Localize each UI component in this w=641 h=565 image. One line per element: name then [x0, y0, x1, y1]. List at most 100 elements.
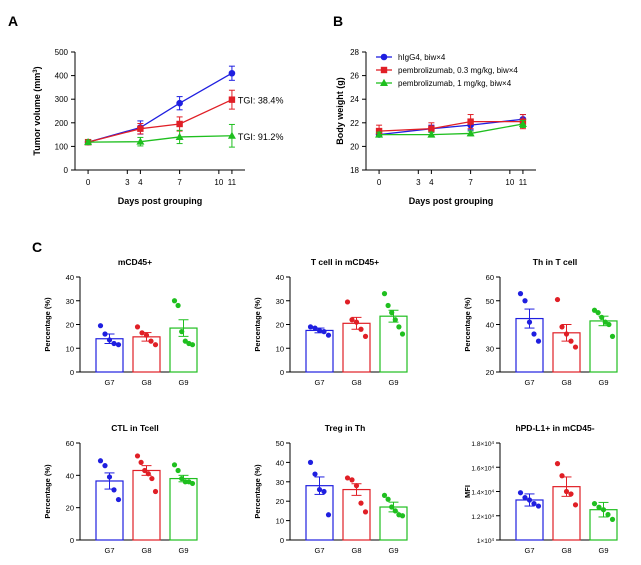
x-tick-label: 10 [505, 178, 514, 187]
legend-marker [380, 78, 388, 86]
bar-group: G8 [132, 324, 161, 387]
data-point [572, 344, 579, 350]
bar [132, 336, 161, 373]
x-tick-label: 0 [86, 178, 91, 187]
x-tick-label: G9 [178, 546, 188, 555]
data-point [535, 503, 542, 509]
data-point [392, 508, 398, 514]
x-tick-label: G7 [314, 546, 324, 555]
bar [95, 480, 124, 541]
data-point [353, 483, 360, 489]
data-point [316, 486, 323, 493]
x-tick-label: G9 [388, 378, 398, 387]
data-point [182, 479, 188, 485]
bar-chart-3: Th in T cell 20 30 40 50 60 Percentage (%) G7 G8… [463, 257, 618, 387]
data-point [572, 502, 579, 508]
x-tick-label: G8 [141, 546, 151, 555]
x-tick-label: 3 [125, 178, 130, 187]
data-point [136, 137, 145, 145]
y-tick-label: 10 [276, 344, 284, 353]
data-point [189, 480, 196, 487]
data-point [466, 129, 475, 137]
data-point [563, 331, 570, 337]
data-point [344, 475, 351, 481]
data-point [97, 458, 104, 464]
y-tick-label: 0 [280, 368, 284, 377]
x-tick-label: 10 [214, 178, 223, 187]
data-point [349, 317, 355, 323]
data-point [325, 512, 332, 518]
data-point [102, 463, 108, 469]
x-tick-label: 4 [138, 178, 143, 187]
data-point [307, 324, 314, 330]
x-tick-label: G7 [104, 378, 114, 387]
data-point [399, 331, 406, 337]
x-tick-label: G8 [141, 378, 151, 387]
y-tick-label: 1.4×104 [471, 488, 494, 497]
series-green [84, 123, 236, 148]
y-tick-label: 200 [55, 119, 69, 128]
data-point [358, 500, 364, 506]
series-red [84, 89, 236, 146]
data-point [526, 319, 533, 325]
y-tick-label: 20 [66, 321, 74, 330]
y-axis-label: Percentage (%) [43, 464, 52, 519]
data-point [385, 496, 391, 502]
y-tick-label: 1.6×104 [471, 464, 494, 473]
y-axis-label-sup: 3 [33, 69, 39, 73]
bar-group: G7 [95, 458, 124, 555]
chart-title: CTL in Tcell [111, 423, 158, 433]
y-tick-label: 0 [70, 536, 74, 545]
bar-group: G7 [95, 323, 124, 387]
data-point [138, 459, 144, 465]
x-tick-label: G9 [598, 546, 608, 555]
data-point [554, 296, 561, 303]
x-tick-label: 0 [377, 178, 382, 187]
data-point [171, 462, 178, 468]
y-tick-label: 20 [350, 142, 359, 151]
y-tick-label: 10 [66, 344, 74, 353]
y-tick-label: 40 [66, 471, 74, 480]
bar-chart-1: mCD45+ 0 10 20 30 40 Percentage (%) G7 G8 G9 [43, 257, 198, 387]
y-tick-label-base: 1×10 [477, 538, 492, 545]
data-point [312, 325, 318, 331]
y-axis-label: MFI [463, 485, 472, 498]
x-tick-label: G7 [524, 546, 534, 555]
bar-group: G7 [305, 324, 334, 387]
y-tick-label-exp: 4 [491, 537, 494, 542]
series-line [87, 99, 233, 143]
bar-group: G9 [379, 492, 408, 555]
data-point [149, 475, 155, 482]
data-point [227, 131, 236, 139]
y-tick-label-base: 1.4×10 [471, 490, 491, 497]
bar [169, 477, 198, 541]
data-point [358, 326, 364, 332]
y-tick-label: 26 [350, 72, 359, 81]
data-point [606, 321, 612, 328]
bar-group: G8 [552, 296, 581, 387]
data-point [111, 487, 117, 493]
data-point [171, 298, 178, 304]
x-tick-label: 7 [468, 178, 473, 187]
bar [342, 322, 371, 373]
data-point [381, 492, 388, 498]
y-axis-label-base: Tumor volume (mm [32, 73, 42, 156]
annotation: TGI: 91.2% [238, 132, 284, 142]
bar-group: G9 [169, 298, 198, 387]
data-point [106, 337, 113, 343]
bar-group: G7 [305, 459, 334, 555]
data-point [145, 471, 151, 477]
y-tick-label: 28 [350, 48, 359, 57]
bar-group: G8 [342, 475, 371, 555]
data-point [115, 342, 122, 348]
data-point [596, 504, 602, 510]
data-point [595, 310, 601, 316]
data-point [591, 501, 598, 507]
data-point [344, 299, 351, 305]
data-point [559, 473, 565, 479]
x-tick-label: 4 [429, 178, 434, 187]
data-point [381, 291, 388, 297]
bar-group: G9 [169, 462, 198, 555]
data-point [228, 69, 236, 77]
y-tick-label-exp: 4 [491, 512, 494, 517]
